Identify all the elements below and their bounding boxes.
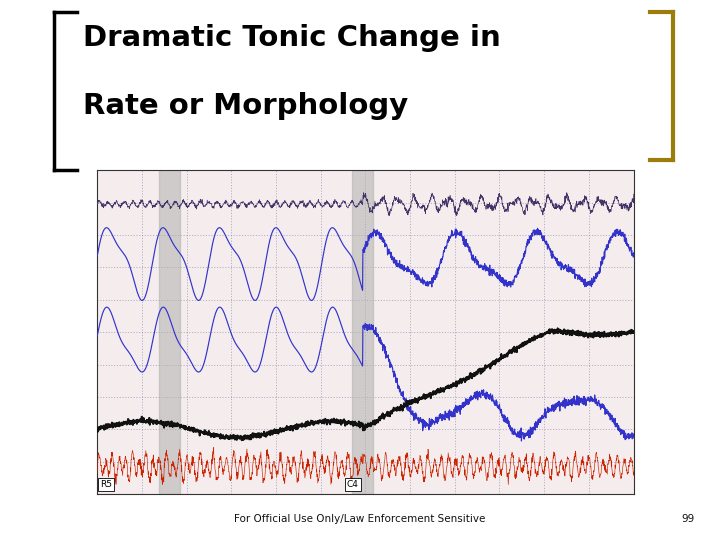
- Bar: [159, 170, 180, 494]
- Text: Dramatic Tonic Change in: Dramatic Tonic Change in: [83, 24, 500, 52]
- Text: 99: 99: [682, 515, 695, 524]
- Text: Rate or Morphology: Rate or Morphology: [83, 92, 408, 120]
- Bar: [352, 170, 374, 494]
- Text: R5: R5: [100, 480, 112, 489]
- Text: C4: C4: [346, 480, 359, 489]
- Text: For Official Use Only/Law Enforcement Sensitive: For Official Use Only/Law Enforcement Se…: [234, 515, 486, 524]
